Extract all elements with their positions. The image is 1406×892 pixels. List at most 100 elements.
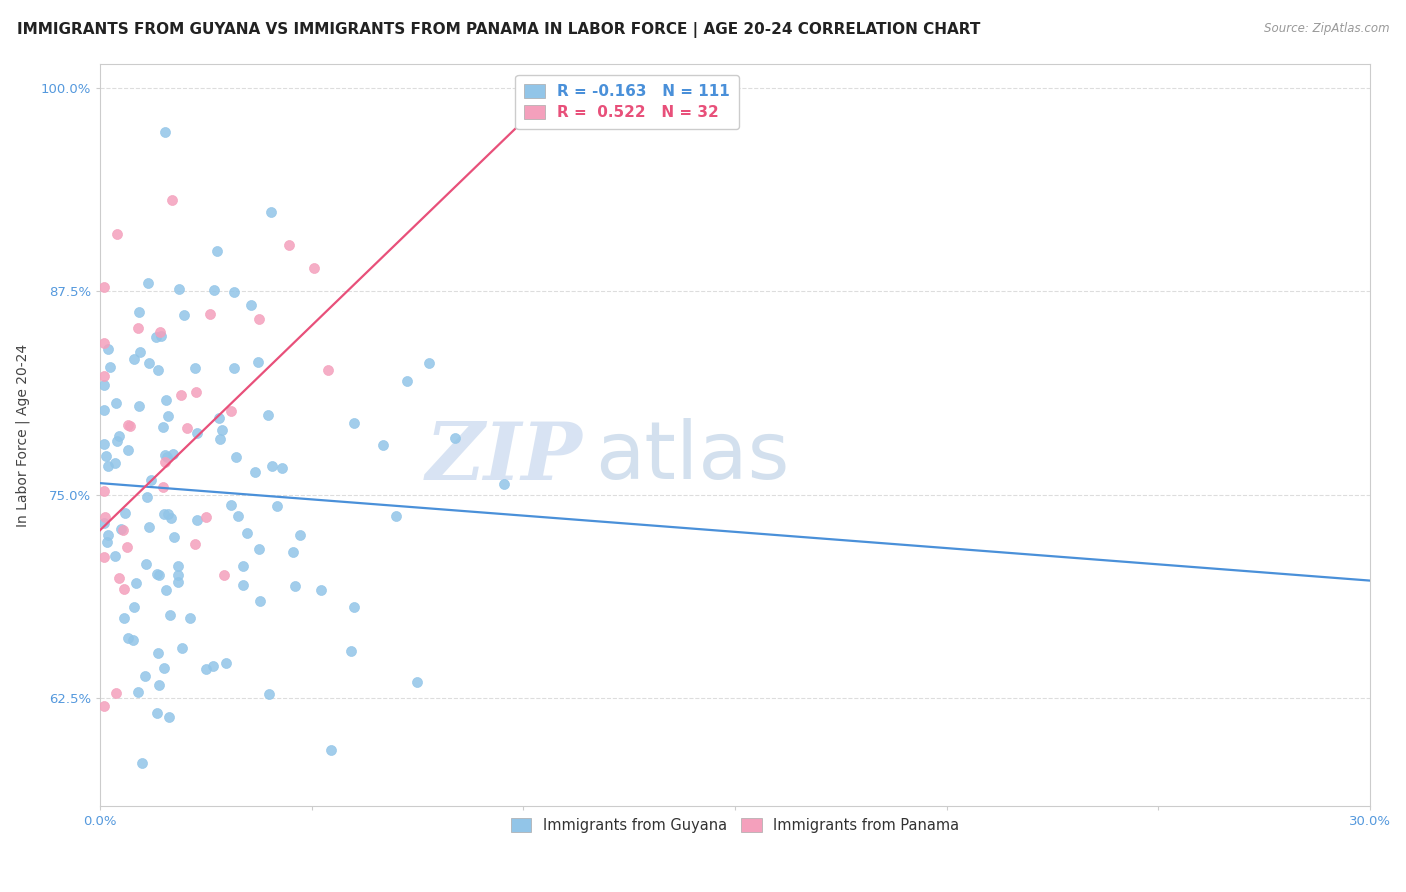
Point [246,355,269,369]
Point [152,661,174,675]
Point [221,403,243,417]
Point [184,537,207,551]
Point [162,529,184,543]
Point [222,361,245,376]
Point [104,686,127,700]
Point [128,399,150,413]
Point [117,443,139,458]
Point [309,582,332,597]
Point [131,756,153,770]
Point [157,507,180,521]
Point [97,528,120,542]
Point [209,433,232,447]
Point [93,437,115,451]
Point [224,285,246,299]
Point [129,344,152,359]
Point [148,678,170,692]
Point [212,568,235,582]
Point [236,526,259,541]
Point [150,328,173,343]
Point [443,431,465,445]
Point [271,461,294,475]
Point [153,508,176,522]
Point [118,419,141,434]
Point [94,449,117,463]
Point [146,363,169,377]
Point [156,409,179,423]
Point [138,520,160,534]
Point [232,558,254,573]
Point [406,674,429,689]
Point [97,458,120,473]
Point [385,509,408,524]
Point [96,534,118,549]
Point [195,509,218,524]
Point [167,559,190,574]
Point [124,352,146,367]
Point [396,374,419,388]
Point [93,377,115,392]
Point [149,325,172,339]
Point [186,425,208,440]
Point [104,549,127,564]
Point [145,567,167,582]
Point [167,282,190,296]
Point [93,402,115,417]
Point [159,607,181,622]
Point [115,540,138,554]
Point [167,568,190,582]
Point [146,646,169,660]
Point [162,193,184,207]
Point [128,305,150,319]
Point [160,511,183,525]
Point [152,480,174,494]
Point [139,473,162,487]
Point [266,499,288,513]
Point [202,283,225,297]
Point [304,260,326,275]
Point [200,307,222,321]
Point [155,448,177,462]
Point [225,450,247,464]
Point [122,599,145,614]
Point [257,687,280,701]
Point [343,599,366,614]
Point [247,312,270,326]
Point [112,611,135,625]
Point [93,516,115,530]
Point [288,528,311,542]
Point [179,611,201,625]
Text: Source: ZipAtlas.com: Source: ZipAtlas.com [1264,22,1389,36]
Point [145,330,167,344]
Point [138,356,160,370]
Point [155,582,177,597]
Point [93,698,115,713]
Point [492,476,515,491]
Y-axis label: In Labor Force | Age 20-24: In Labor Force | Age 20-24 [15,343,30,527]
Point [110,522,132,536]
Point [108,571,131,585]
Point [319,743,342,757]
Point [148,567,170,582]
Point [127,321,149,335]
Point [184,360,207,375]
Point [318,363,340,377]
Point [205,244,228,258]
Point [114,506,136,520]
Point [122,633,145,648]
Point [418,356,440,370]
Point [167,575,190,590]
Point [170,388,193,402]
Point [232,578,254,592]
Point [114,582,136,596]
Point [257,408,280,422]
Point [195,662,218,676]
Point [134,668,156,682]
Point [284,579,307,593]
Point [240,297,263,311]
Point [173,308,195,322]
Point [202,658,225,673]
Point [97,342,120,356]
Point [170,640,193,655]
Point [93,336,115,351]
